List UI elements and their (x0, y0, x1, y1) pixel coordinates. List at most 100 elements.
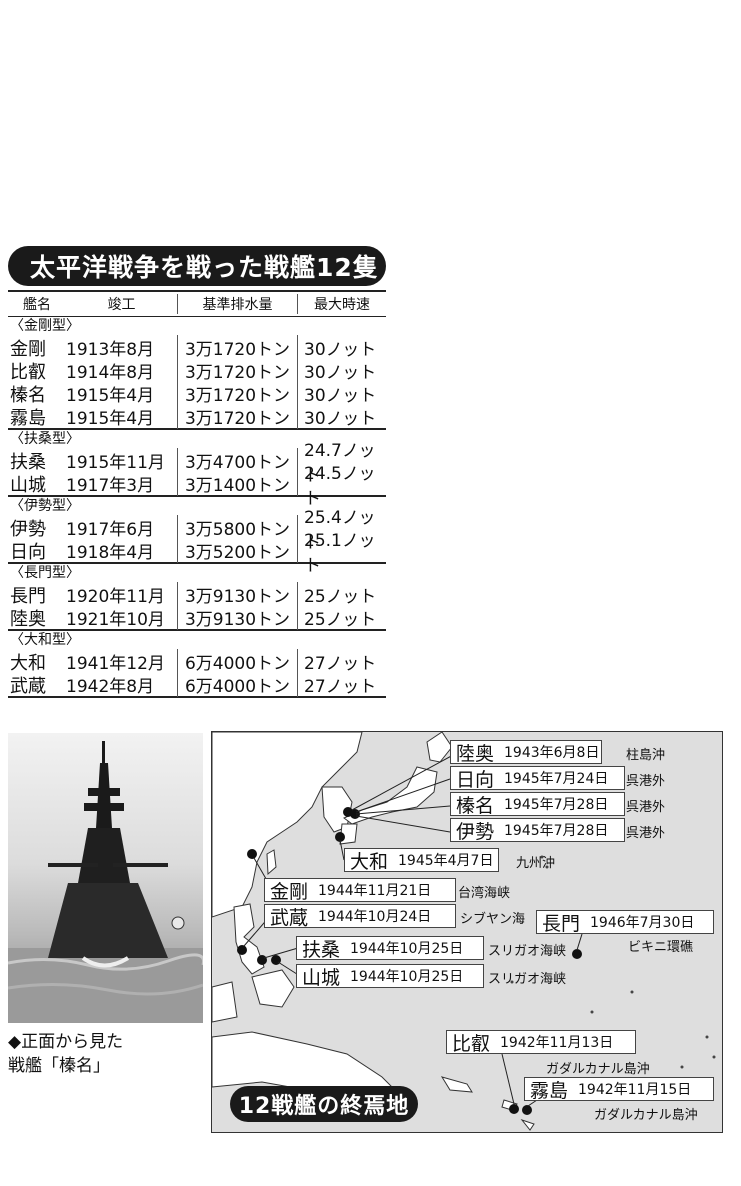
completed-cell: 1941年12月 (66, 649, 178, 674)
map-place-label: スリガオ海峡 (488, 944, 567, 959)
map-ship-name: 山城 (302, 966, 341, 989)
map-ship-date: 1944年10月25日 (350, 969, 464, 985)
table-row: 武蔵 1942年8月 6万4000トン 27ノット (8, 672, 386, 697)
photo-caption-line: ◆正面から見た (8, 1032, 124, 1052)
table-title: 太平洋戦争を戦った戦艦12隻 (8, 246, 386, 286)
speed-cell: 25ノット (304, 587, 377, 607)
map-ship-name: 日向 (456, 768, 495, 791)
map-title: 12戦艦の終焉地 (230, 1086, 418, 1122)
table-row: 日向 1918年4月 3万5200トン 25.1ノット (8, 531, 386, 576)
header-max-speed: 最大時速 (314, 297, 370, 313)
displacement-cell: 3万1720トン (178, 358, 298, 383)
completed-cell: 1915年11月 (66, 448, 178, 473)
map-ship-label: 山城 1944年10月25日 (296, 964, 484, 989)
battleship-haruna-photo (7, 733, 206, 1023)
ship-class-label: 〈大和型〉 (10, 632, 80, 648)
map-place-label: 呉港外 (626, 774, 666, 789)
ship-name-cell: 日向 (10, 541, 46, 563)
ship-name-cell: 伊勢 (10, 518, 46, 540)
sinking-locations-map: 陸奥 1943年6月8日 柱島沖 日向 1945年7月24日 呉港外 榛名 1945年7月28… (211, 731, 723, 1133)
map-place-label: ガダルカナル島沖 (594, 1108, 698, 1123)
ship-name-cell: 金剛 (10, 338, 46, 360)
map-ship-date: 1945年7月24日 (504, 771, 609, 787)
speed-cell: 30ノット (304, 409, 377, 429)
completed-cell: 1920年11月 (66, 582, 178, 607)
displacement-cell: 3万1720トン (178, 335, 298, 360)
displacement-cell: 6万4000トン (178, 649, 298, 674)
displacement-cell: 3万1720トン (178, 381, 298, 406)
speed-cell: 24.5ノット (304, 463, 376, 509)
ship-name-cell: 比叡 (10, 361, 46, 383)
map-ship-date: 1944年11月21日 (318, 883, 432, 899)
photo-caption-line: 戦艦「榛名」 (8, 1056, 110, 1076)
map-ship-date: 1944年10月25日 (350, 941, 464, 957)
ship-class-label: 〈伊勢型〉 (10, 498, 80, 514)
ship-name-cell: 陸奥 (10, 608, 46, 630)
map-ship-date: 1942年11月13日 (500, 1035, 614, 1051)
completed-cell: 1915年4月 (66, 381, 178, 406)
completed-cell: 1913年8月 (66, 335, 178, 360)
map-ship-date: 1944年10月24日 (318, 909, 432, 925)
map-place-label: 九州沖 (516, 856, 556, 871)
displacement-cell: 3万9130トン (178, 605, 298, 630)
completed-cell: 1918年4月 (66, 538, 178, 563)
header-name: 艦名 (23, 297, 51, 313)
completed-cell: 1917年3月 (66, 471, 178, 496)
map-ship-name: 扶桑 (302, 938, 341, 961)
displacement-cell: 3万5200トン (178, 538, 298, 563)
table-row: 霧島 1915年4月 3万1720トン 30ノット (8, 404, 386, 429)
completed-cell: 1942年8月 (66, 672, 178, 697)
table-row: 長門 1920年11月 3万9130トン 25ノット (8, 582, 386, 607)
speed-cell: 30ノット (304, 340, 377, 360)
displacement-cell: 3万1400トン (178, 471, 298, 496)
ship-class-group: 〈扶桑型〉 扶桑 1915年11月 3万4700トン 24.7ノット 山城 1917年3月 3… (8, 430, 386, 509)
displacement-cell: 3万1720トン (178, 404, 298, 429)
map-ship-name: 霧島 (530, 1079, 569, 1102)
map-place-label: シブヤン海 (460, 912, 526, 927)
map-ship-name: 伊勢 (456, 820, 495, 843)
battleship-table: 艦名 竣工 基準排水量 最大時速 〈金剛型〉 金剛 1913年8月 3万1720トン 3… (8, 290, 386, 698)
map-ship-date: 1946年7月30日 (590, 915, 695, 931)
speed-cell: 30ノット (304, 363, 377, 383)
completed-cell: 1921年10月 (66, 605, 178, 630)
displacement-cell: 3万9130トン (178, 582, 298, 607)
map-place-label: 呉港外 (626, 800, 666, 815)
map-ship-date: 1943年6月8日 (504, 745, 600, 761)
map-ship-name: 長門 (542, 912, 581, 935)
map-ship-date: 1945年7月28日 (504, 797, 609, 813)
map-place-label: 台湾海峡 (458, 886, 511, 901)
table-row: 榛名 1915年4月 3万1720トン 30ノット (8, 381, 386, 406)
speed-cell: 25.4ノット (304, 507, 376, 553)
ship-name-cell: 武蔵 (10, 675, 46, 697)
map-ship-date: 1945年7月28日 (504, 823, 609, 839)
map-ship-name: 武蔵 (270, 906, 309, 929)
map-ship-label: 扶桑 1944年10月25日 (296, 936, 484, 961)
map-ship-label: 大和 1945年4月7日 (344, 848, 499, 873)
table-row: 扶桑 1915年11月 3万4700トン 24.7ノット (8, 441, 386, 486)
ship-class-group: 〈金剛型〉 金剛 1913年8月 3万1720トン 30ノット 比叡 1914年8月 3万17… (8, 317, 386, 430)
map-ship-name: 金剛 (270, 880, 309, 903)
displacement-cell: 3万5800トン (178, 515, 298, 540)
speed-cell: 30ノット (304, 386, 377, 406)
ship-name-cell: 山城 (10, 474, 46, 496)
map-ship-label: 日向 1945年7月24日 (450, 766, 625, 791)
table-row: 金剛 1913年8月 3万1720トン 30ノット (8, 335, 386, 360)
map-ship-name: 比叡 (452, 1032, 491, 1055)
ship-name-cell: 榛名 (10, 384, 46, 406)
map-place-label: 呉港外 (626, 826, 666, 841)
ship-class-label: 〈長門型〉 (10, 565, 80, 581)
map-ship-label: 霧島 1942年11月15日 (524, 1077, 714, 1102)
map-place-label: スリガオ海峡 (488, 972, 567, 987)
map-ship-label: 陸奥 1943年6月8日 (450, 740, 602, 765)
map-place-label: ガダルカナル島沖 (546, 1062, 650, 1077)
map-ship-label: 榛名 1945年7月28日 (450, 792, 625, 817)
completed-cell: 1915年4月 (66, 404, 178, 429)
map-ship-name: 大和 (350, 850, 389, 873)
map-place-label: ビキニ環礁 (628, 940, 694, 955)
map-ship-label: 長門 1946年7月30日 (536, 910, 714, 935)
speed-cell: 24.7ノット (304, 440, 376, 486)
map-ship-label: 武蔵 1944年10月24日 (264, 904, 456, 929)
table-row: 大和 1941年12月 6万4000トン 27ノット (8, 649, 386, 674)
photo-caption: ◆正面から見た 戦艦「榛名」 (8, 1030, 208, 1078)
ship-name-cell: 大和 (10, 652, 46, 674)
